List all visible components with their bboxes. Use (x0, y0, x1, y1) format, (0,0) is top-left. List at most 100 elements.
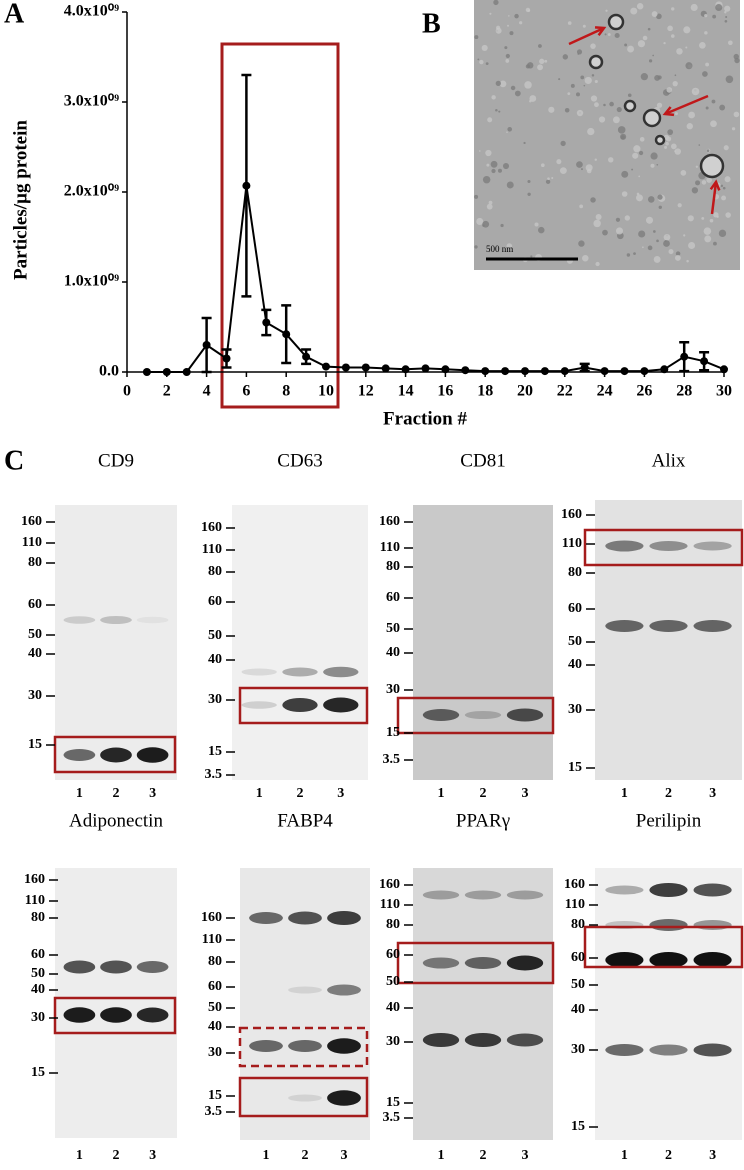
speck (685, 62, 693, 70)
speck (627, 93, 632, 98)
speck (508, 15, 510, 17)
band (693, 541, 732, 551)
speck (621, 170, 629, 178)
speck (585, 164, 593, 172)
scale-bar-label: 500 nm (486, 244, 513, 254)
speck (489, 12, 492, 15)
speck (490, 160, 498, 168)
speck (500, 223, 504, 228)
lane-label: 3 (709, 1148, 716, 1163)
speck (590, 43, 596, 49)
speck (638, 150, 644, 156)
band (605, 885, 644, 895)
lane-label: 3 (522, 1148, 529, 1163)
highlight-box (396, 941, 555, 985)
speck (479, 59, 484, 65)
band (605, 1044, 644, 1056)
band (136, 961, 169, 973)
y-tick-label: 1.0x10⁰⁹ (64, 273, 119, 290)
data-point (142, 368, 151, 376)
speck (713, 212, 719, 218)
speck (545, 179, 551, 184)
band (327, 911, 361, 925)
vesicle (607, 13, 625, 31)
band (249, 912, 283, 924)
band (464, 1033, 502, 1047)
data-point (521, 367, 529, 376)
speck (663, 233, 671, 241)
x-tick-label: 16 (437, 383, 453, 400)
speck (656, 239, 659, 243)
speck (633, 252, 636, 255)
speck (636, 194, 643, 202)
speck (683, 26, 691, 34)
speck (721, 195, 727, 201)
blot-image (595, 868, 742, 1140)
speck (478, 150, 481, 152)
marker-label: 3.5 (383, 752, 401, 767)
speck (529, 95, 537, 102)
band (63, 1007, 96, 1023)
speck (691, 87, 700, 96)
marker-label: 80 (31, 910, 45, 925)
band (605, 952, 644, 968)
highlight-box (396, 696, 555, 735)
speck (476, 217, 484, 226)
marker-label: 50 (208, 1000, 222, 1015)
speck (514, 90, 521, 97)
data-point (441, 365, 450, 374)
lane-label: 3 (709, 786, 716, 801)
speck (706, 177, 713, 183)
marker-label: 40 (31, 982, 45, 997)
speck (701, 216, 705, 220)
speck (704, 31, 708, 35)
speck (567, 92, 571, 96)
speck (637, 40, 646, 48)
x-tick-label: 6 (242, 383, 250, 400)
band (136, 747, 169, 763)
speck (657, 75, 662, 80)
band (282, 667, 318, 677)
speck (505, 59, 510, 63)
x-tick-label: 22 (557, 383, 573, 400)
speck (482, 220, 490, 228)
speck (638, 175, 641, 178)
speck (653, 255, 661, 263)
speck (583, 84, 586, 87)
band (464, 890, 502, 900)
band (323, 666, 359, 678)
speck (609, 101, 614, 107)
speck (639, 137, 645, 142)
band (506, 708, 544, 722)
speck (674, 74, 677, 77)
speck (486, 163, 490, 167)
speck (581, 168, 583, 171)
vesicle (699, 153, 725, 179)
marker-label: 80 (571, 917, 585, 932)
speck (670, 143, 677, 150)
lane-label: 3 (149, 1148, 156, 1163)
band (422, 957, 460, 969)
data-point (202, 341, 211, 349)
speck (576, 49, 583, 55)
marker-label: 50 (28, 627, 42, 642)
x-tick-label: 18 (477, 383, 493, 400)
lane-label: 1 (621, 786, 628, 801)
x-tick-label: 24 (597, 383, 613, 400)
blot-image (55, 868, 177, 1138)
blot-title: CD9 (98, 450, 134, 471)
marker-label: 50 (386, 621, 400, 636)
band (693, 952, 732, 968)
speck (564, 107, 570, 113)
marker-label: 30 (386, 1034, 400, 1049)
speck (675, 251, 681, 256)
marker-label: 160 (24, 872, 45, 887)
speck (672, 81, 678, 87)
marker-label: 50 (568, 634, 582, 649)
band (100, 616, 132, 624)
band (693, 620, 732, 632)
x-tick-label: 30 (716, 383, 732, 400)
data-point (242, 181, 251, 190)
speck (605, 9, 608, 12)
